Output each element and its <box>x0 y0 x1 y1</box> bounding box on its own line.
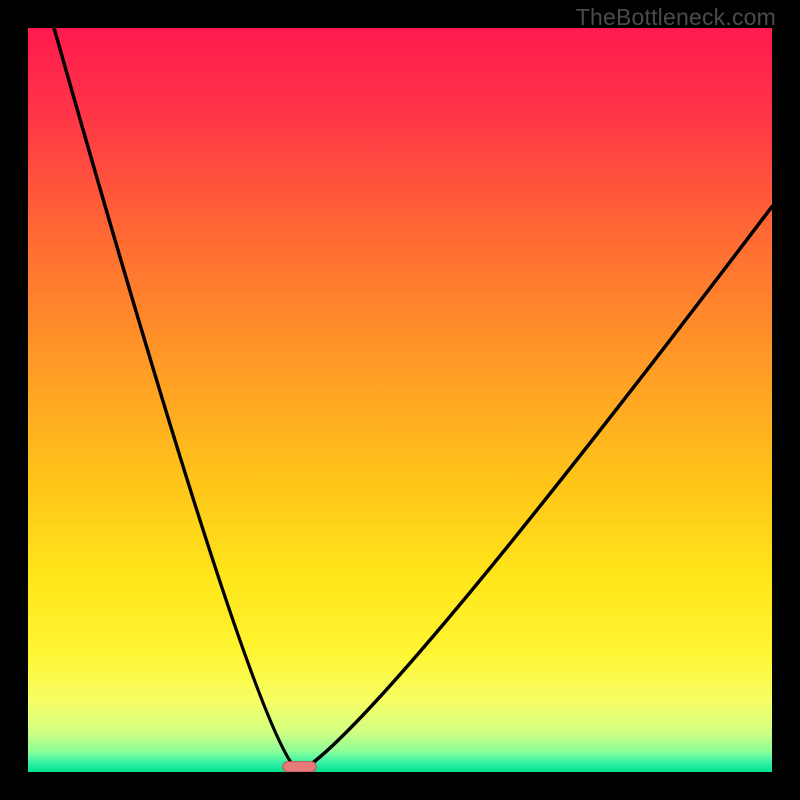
plot-background <box>28 28 772 772</box>
bottleneck-chart-svg <box>0 0 800 800</box>
watermark-text: TheBottleneck.com <box>576 4 776 31</box>
chart-container: TheBottleneck.com <box>0 0 800 800</box>
apex-marker <box>283 762 316 772</box>
